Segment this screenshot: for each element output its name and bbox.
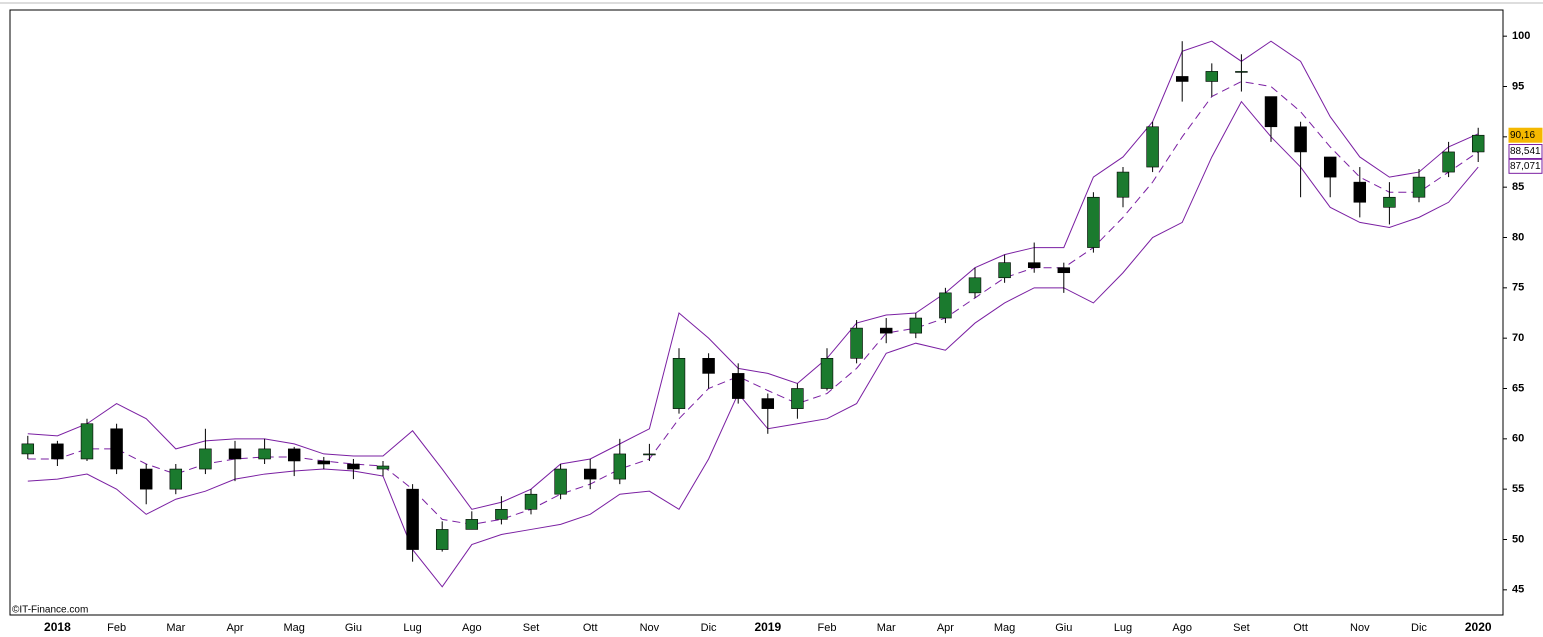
candle-body [968, 277, 982, 294]
candle-body [702, 358, 715, 374]
x-tick-label: Apr [937, 622, 954, 634]
candle-body [731, 373, 745, 399]
source: ©IT-Finance.com [12, 605, 88, 616]
candle-body [347, 463, 360, 470]
y-tick-label: 100 [1512, 30, 1530, 42]
plot-frame [9, 9, 1504, 616]
bollinger-lower [27, 100, 1479, 588]
candle-body [672, 358, 686, 409]
y-tick-label: 60 [1512, 433, 1524, 445]
candle-body [1116, 171, 1130, 198]
y-tick-label: 70 [1512, 332, 1524, 344]
candle-body [258, 448, 271, 460]
candle-body [435, 529, 449, 550]
candle-body [1471, 134, 1485, 153]
y-tick-label: 85 [1512, 181, 1524, 193]
y-tick-label: 65 [1512, 382, 1524, 394]
x-tick-label: Giu [345, 622, 362, 634]
last-value-box [1508, 127, 1543, 143]
candle-body [1057, 267, 1071, 274]
candle-body [51, 443, 64, 460]
x-tick-label: Dic [701, 622, 717, 634]
candle-body [21, 443, 35, 455]
candle-body [820, 358, 834, 389]
x-tick-label: Set [1233, 622, 1250, 634]
last-value-box [1508, 158, 1543, 174]
candle-body [80, 423, 94, 460]
last-value-label: 90,16 [1510, 130, 1535, 141]
candle-body [406, 488, 419, 550]
x-tick-label: 2019 [754, 620, 781, 634]
last-value-box [1508, 144, 1543, 160]
x-tick-label: Ott [583, 622, 598, 634]
candle-body [613, 453, 627, 480]
x-tick-label: Apr [226, 622, 243, 634]
candle-body [287, 448, 301, 462]
candle-body [1264, 96, 1278, 128]
candle-body [850, 327, 863, 359]
candle-body [1294, 126, 1307, 153]
x-tick-label: Lug [1114, 622, 1132, 634]
y-tick-label: 75 [1512, 282, 1524, 294]
y-tick-label: 50 [1512, 533, 1524, 545]
candle-body [909, 317, 923, 334]
x-tick-label: Mar [877, 622, 896, 634]
candle-body [939, 292, 952, 319]
last-value-label: 87,071 [1510, 161, 1541, 172]
candle-body [1353, 181, 1367, 203]
candle-body [1235, 71, 1248, 73]
candle-body [998, 262, 1011, 279]
candle-body [1027, 262, 1041, 269]
x-tick-label: Ago [462, 622, 482, 634]
candle-body [376, 465, 390, 470]
candle-body [1323, 156, 1337, 178]
x-tick-label: Giu [1055, 622, 1072, 634]
y-tick-label: 80 [1512, 231, 1524, 243]
candle-body [317, 460, 331, 465]
candle-body [139, 468, 153, 490]
candle-body [761, 398, 775, 409]
candle-body [643, 453, 656, 456]
x-tick-label: Feb [107, 622, 126, 634]
x-tick-label: 2020 [1465, 620, 1492, 634]
x-tick-label: Dic [1411, 622, 1427, 634]
candle-body [495, 509, 508, 520]
x-tick-label: Feb [818, 622, 837, 634]
bollinger-upper [27, 40, 1479, 510]
x-tick-label: Mag [283, 622, 304, 634]
x-tick-label: Nov [1350, 622, 1370, 634]
candle-body [199, 448, 212, 470]
candle-body [1412, 176, 1426, 198]
candle-body [228, 448, 242, 460]
candle-body [879, 327, 893, 334]
y-tick-label: 45 [1512, 584, 1524, 596]
x-tick-label: Ott [1293, 622, 1308, 634]
candle-body [554, 468, 567, 495]
x-tick-label: 2018 [44, 620, 71, 634]
candle-body [465, 519, 479, 530]
candle-body [791, 388, 804, 409]
candle-body [1146, 126, 1159, 168]
candle-body [169, 468, 183, 490]
candle-body [1175, 76, 1189, 82]
candle-body [1442, 151, 1455, 173]
x-tick-label: Mar [166, 622, 185, 634]
x-tick-label: Mag [994, 622, 1015, 634]
candle-body [524, 493, 538, 510]
x-tick-label: Set [523, 622, 540, 634]
candle-body [583, 468, 597, 480]
y-tick-label: 95 [1512, 80, 1524, 92]
x-tick-label: Lug [403, 622, 421, 634]
candle-body [1383, 196, 1396, 208]
candle-body [110, 428, 123, 470]
last-value-label: 88,541 [1510, 146, 1541, 157]
candle-body [1087, 196, 1100, 248]
y-tick-label: 55 [1512, 483, 1524, 495]
x-tick-label: Ago [1172, 622, 1192, 634]
candle-body [1205, 71, 1219, 82]
x-tick-label: Nov [640, 622, 660, 634]
